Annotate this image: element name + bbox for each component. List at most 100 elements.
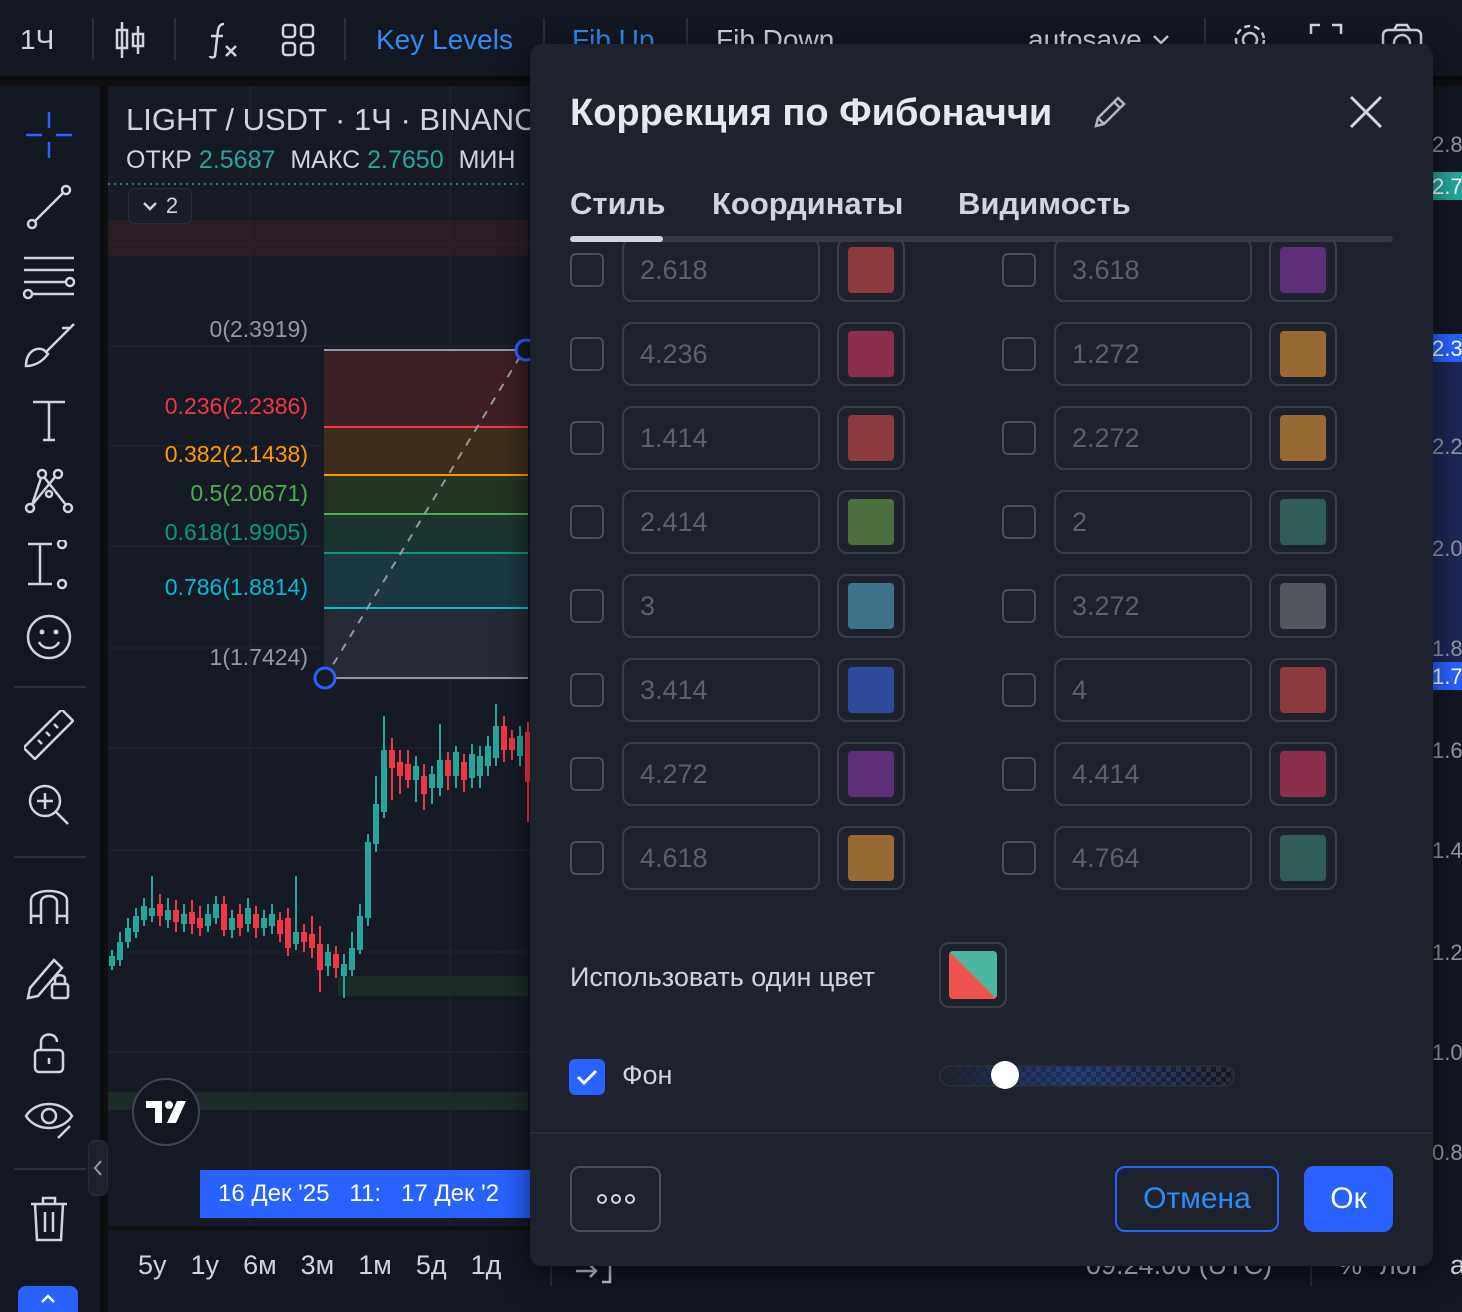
close-icon[interactable] (1348, 94, 1384, 135)
visibility-eye-icon[interactable] (20, 1090, 78, 1148)
high-value: 2.7650 (367, 146, 444, 174)
level-checkbox[interactable] (1002, 505, 1036, 539)
level-color-swatch[interactable] (837, 826, 905, 890)
level-checkbox[interactable] (570, 757, 604, 791)
level-checkbox[interactable] (570, 337, 604, 371)
rename-pencil-icon[interactable] (1092, 94, 1128, 135)
level-value-input[interactable]: 2 (1054, 490, 1252, 554)
fib-tools-icon[interactable] (20, 246, 78, 304)
level-value-input[interactable]: 3.618 (1054, 242, 1252, 302)
level-checkbox[interactable] (570, 841, 604, 875)
level-checkbox[interactable] (570, 589, 604, 623)
patterns-icon[interactable] (20, 462, 78, 520)
range-3m-button[interactable]: 3м (300, 1250, 335, 1280)
level-checkbox[interactable] (1002, 757, 1036, 791)
ohlc-legend: ОТКР 2.5687 МАКС 2.7650 МИН (126, 146, 515, 175)
interval-button[interactable]: 1Ч (20, 24, 55, 55)
level-color-swatch[interactable] (1269, 406, 1337, 470)
level-value-input[interactable]: 4.764 (1054, 826, 1252, 890)
single-color-swatch[interactable] (939, 942, 1007, 1008)
level-color-swatch[interactable] (837, 742, 905, 806)
level-checkbox[interactable] (570, 673, 604, 707)
price-axis[interactable]: 2.8 2.7 2.3 2.2 2.0 1.8 1.7 1.6 1.4 1.2 … (1432, 86, 1462, 1230)
level-color-swatch[interactable] (1269, 658, 1337, 722)
indicators-collapse-button[interactable]: 2 (128, 188, 192, 224)
level-value-input[interactable]: 4.236 (622, 322, 820, 386)
range-1d-button[interactable]: 1д (470, 1250, 502, 1280)
trend-line-icon[interactable] (20, 178, 78, 236)
level-color-swatch[interactable] (837, 242, 905, 302)
level-value-input[interactable]: 1.414 (622, 406, 820, 470)
level-checkbox[interactable] (1002, 589, 1036, 623)
level-checkbox[interactable] (1002, 841, 1036, 875)
level-value-input[interactable]: 4.618 (622, 826, 820, 890)
background-opacity-slider[interactable] (939, 1061, 1235, 1089)
favorites-toggle-button[interactable] (18, 1286, 78, 1312)
magnet-icon[interactable] (20, 876, 78, 934)
auto-toggle[interactable]: a (1450, 1250, 1462, 1280)
level-value-input[interactable]: 3.414 (622, 658, 820, 722)
candles-icon[interactable] (112, 18, 148, 62)
collapse-toolbar-button[interactable] (88, 1140, 108, 1196)
tab-coordinates[interactable]: Координаты (712, 186, 904, 221)
color-fill (848, 667, 894, 713)
level-color-swatch[interactable] (837, 658, 905, 722)
more-options-button[interactable] (570, 1166, 661, 1232)
range-1m-button[interactable]: 1м (358, 1250, 392, 1280)
level-color-swatch[interactable] (1269, 574, 1337, 638)
level-value-input[interactable]: 3.272 (1054, 574, 1252, 638)
unlock-icon[interactable] (20, 1024, 78, 1082)
text-icon[interactable] (20, 392, 78, 450)
level-color-swatch[interactable] (837, 406, 905, 470)
level-color-swatch[interactable] (837, 322, 905, 386)
level-checkbox[interactable] (1002, 673, 1036, 707)
background-checkbox[interactable] (569, 1059, 605, 1095)
level-value-input[interactable]: 4.272 (622, 742, 820, 806)
range-5y-button[interactable]: 5y (138, 1250, 167, 1280)
range-5d-button[interactable]: 5д (415, 1250, 447, 1280)
level-value-input[interactable]: 2.414 (622, 490, 820, 554)
layouts-icon[interactable] (280, 18, 316, 62)
zoom-in-icon[interactable] (20, 776, 78, 834)
level-checkbox[interactable] (1002, 421, 1036, 455)
range-6m-button[interactable]: 6м (243, 1250, 277, 1280)
cancel-button[interactable]: Отмена (1115, 1166, 1279, 1232)
tab-visibility[interactable]: Видимость (958, 186, 1131, 221)
projection-icon[interactable] (20, 536, 78, 594)
ruler-icon[interactable] (20, 706, 78, 764)
level-value-input[interactable]: 4.414 (1054, 742, 1252, 806)
range-1y-button[interactable]: 1y (190, 1250, 220, 1280)
ok-button[interactable]: Ок (1304, 1166, 1393, 1232)
level-color-swatch[interactable] (1269, 826, 1337, 890)
level-color-swatch[interactable] (837, 574, 905, 638)
level-value-input[interactable]: 2.618 (622, 242, 820, 302)
crosshair-icon[interactable] (20, 106, 78, 164)
level-value-input[interactable]: 2.272 (1054, 406, 1252, 470)
level-checkbox[interactable] (1002, 253, 1036, 287)
key-levels-button[interactable]: Key Levels (376, 24, 513, 55)
level-color-swatch[interactable] (1269, 742, 1337, 806)
level-color-swatch[interactable] (837, 490, 905, 554)
level-value-input[interactable]: 4 (1054, 658, 1252, 722)
level-color-swatch[interactable] (1269, 322, 1337, 386)
level-checkbox[interactable] (570, 421, 604, 455)
level-checkbox[interactable] (570, 253, 604, 287)
level-color-swatch[interactable] (1269, 242, 1337, 302)
level-color-swatch[interactable] (1269, 490, 1337, 554)
brush-icon[interactable] (20, 318, 78, 376)
emoji-icon[interactable] (20, 608, 78, 666)
lock-drawing-icon[interactable] (20, 948, 78, 1006)
trash-icon[interactable] (20, 1190, 78, 1248)
tab-style[interactable]: Стиль (570, 186, 666, 221)
fib-levels-grid: 2.618 3.618 4.236 1.272 1.414 2.272 2.414 2 3 3.2… (530, 242, 1433, 894)
level-value-input[interactable]: 3 (622, 574, 820, 638)
level-checkbox[interactable] (570, 505, 604, 539)
slider-handle[interactable] (991, 1061, 1020, 1089)
tradingview-logo[interactable] (132, 1078, 200, 1146)
level-value-input[interactable]: 1.272 (1054, 322, 1252, 386)
level-checkbox[interactable] (1002, 337, 1036, 371)
color-fill (848, 247, 894, 293)
toolbar-divider (174, 18, 176, 60)
indicators-icon[interactable] (204, 18, 240, 62)
price-range-highlight (1432, 334, 1462, 664)
